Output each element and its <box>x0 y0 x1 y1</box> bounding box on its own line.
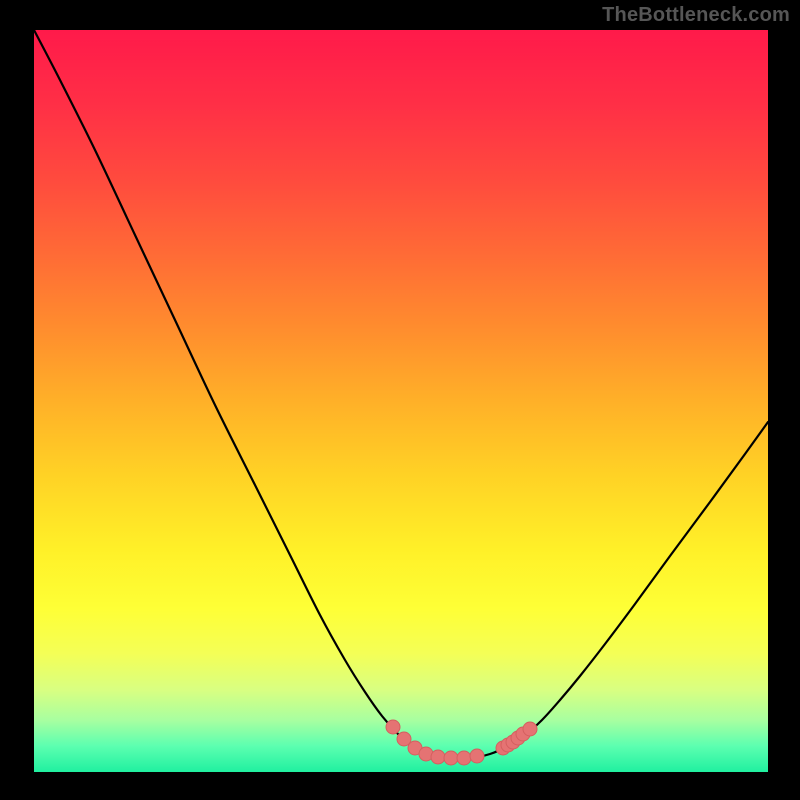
gradient-background <box>34 30 768 772</box>
curve-marker <box>457 751 471 765</box>
curve-marker <box>470 749 484 763</box>
chart-stage: TheBottleneck.com <box>0 0 800 800</box>
curve-marker <box>386 720 400 734</box>
bottleneck-chart <box>0 0 800 800</box>
attribution-text: TheBottleneck.com <box>602 4 790 27</box>
curve-marker <box>444 751 458 765</box>
curve-marker <box>431 750 445 764</box>
curve-marker <box>523 722 537 736</box>
